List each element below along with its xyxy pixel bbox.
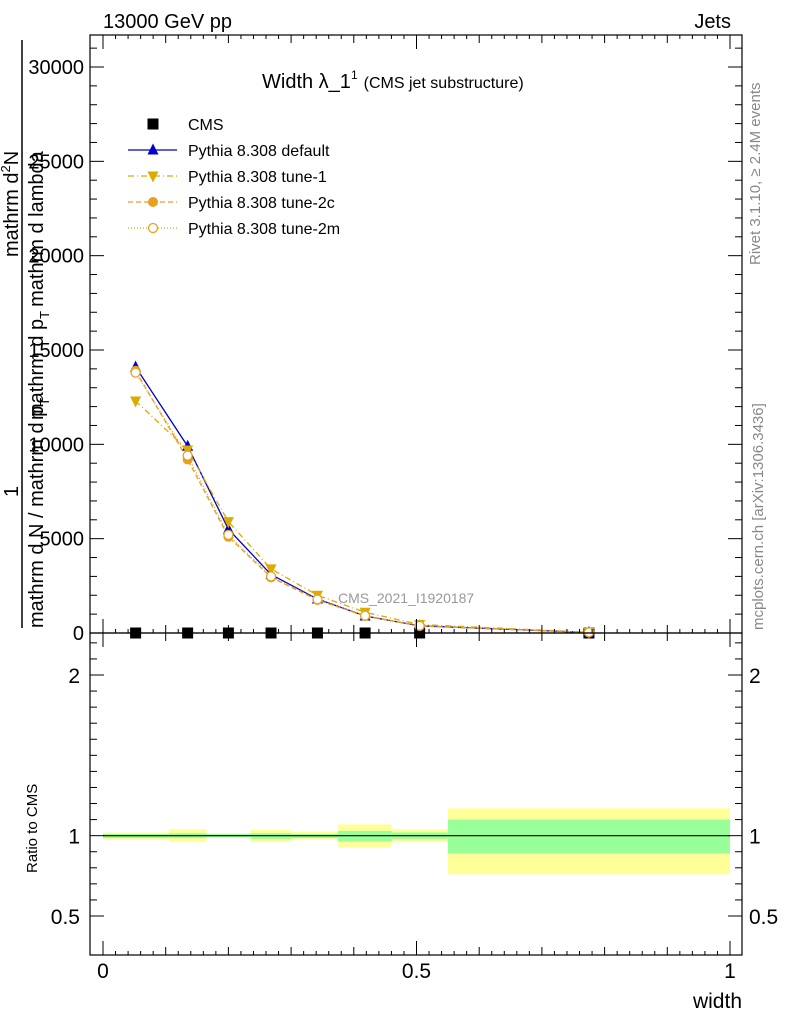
data-point xyxy=(130,367,141,378)
ratio-ylabel: Ratio to CMS xyxy=(24,784,41,873)
ratio-band-inner xyxy=(447,819,730,854)
ratio-panel-bands xyxy=(103,808,730,875)
y-tick-label: 15000 xyxy=(28,340,84,362)
x-tick-label: 0.5 xyxy=(402,960,431,983)
y-tick-label: 25000 xyxy=(28,151,84,173)
data-point xyxy=(223,529,234,541)
ratio-y-tick-label: 2 xyxy=(68,665,80,688)
main-series-markers xyxy=(130,360,595,639)
ratio-y-tick-label-right: 1 xyxy=(749,826,761,849)
data-point xyxy=(414,620,425,631)
y-tick-label: 0 xyxy=(73,623,84,645)
ylabel-mid: mathrm d N / mathrm d pT xyxy=(26,398,52,628)
main-axes: 0 5000 10000 15000 20000 25000 30000 xyxy=(28,34,743,645)
data-point xyxy=(222,517,234,529)
ylabel-one: 1 xyxy=(1,486,23,497)
ratio-y-tick-label: 0.5 xyxy=(51,906,80,929)
ylabel-top: mathrm d2N xyxy=(0,151,23,257)
ratio-y-tick-label-right: 2 xyxy=(749,665,761,688)
legend-marker xyxy=(147,143,159,155)
mcplots-label: mcplots.cern.ch [arXiv:1306.3436] xyxy=(750,403,767,630)
legend-entry: Pythia 8.308 default xyxy=(188,143,330,160)
ylabel-bottom: mathrm d pTmathrm d lambda xyxy=(26,150,52,420)
ratio-y-tick-label-right: 0.5 xyxy=(749,906,778,929)
y-tick-label: 20000 xyxy=(28,246,84,268)
legend-marker xyxy=(147,171,159,183)
ratio-y-tick-label: 1 xyxy=(68,826,80,849)
chart-subtitle: (CMS jet substructure) xyxy=(364,75,524,92)
data-point xyxy=(265,571,277,582)
series-line-2 xyxy=(135,400,589,633)
legend-marker xyxy=(147,222,159,234)
energy-label: 13000 GeV pp xyxy=(103,11,232,33)
y-tick-label: 30000 xyxy=(28,57,84,79)
y-tick-label: 10000 xyxy=(28,434,84,456)
jets-label: Jets xyxy=(694,11,731,33)
series-line-3 xyxy=(135,370,589,633)
x-tick-label: 0 xyxy=(97,960,109,983)
watermark: CMS_2021_I1920187 xyxy=(338,590,474,606)
y-tick-label: 5000 xyxy=(40,529,85,551)
x-axis-label: width xyxy=(692,990,742,1013)
data-point xyxy=(312,594,323,605)
legend-entry: Pythia 8.308 tune-2m xyxy=(188,221,340,238)
legend-entry: Pythia 8.308 tune-2c xyxy=(188,195,335,212)
data-point xyxy=(130,396,142,408)
legend-marker xyxy=(148,197,158,207)
data-point xyxy=(265,564,277,576)
data-point xyxy=(583,627,595,638)
legend-marker xyxy=(147,118,159,130)
data-point xyxy=(359,610,371,621)
y-axis-label: 1 mathrm d N / mathrm d pT mathrm d2N ma… xyxy=(0,40,52,628)
ratio-frame xyxy=(89,632,743,956)
rivet-label: Rivet 3.1.10, ≥ 2.4M events xyxy=(747,83,764,266)
data-point xyxy=(182,450,193,461)
x-tick-label: 1 xyxy=(724,960,736,983)
legend: CMS Pythia 8.308 default Pythia 8.308 tune… xyxy=(128,117,340,238)
ratio-axes: 0.5 0.5 1 1 2 2 0 0.5 1 xyxy=(51,632,778,983)
legend-entry: CMS xyxy=(188,117,224,134)
chart-title: Width λ_11 (CMS jet substructure) xyxy=(262,68,524,93)
series-line-1 xyxy=(135,366,589,634)
legend-entry: Pythia 8.308 tune-1 xyxy=(188,169,327,186)
